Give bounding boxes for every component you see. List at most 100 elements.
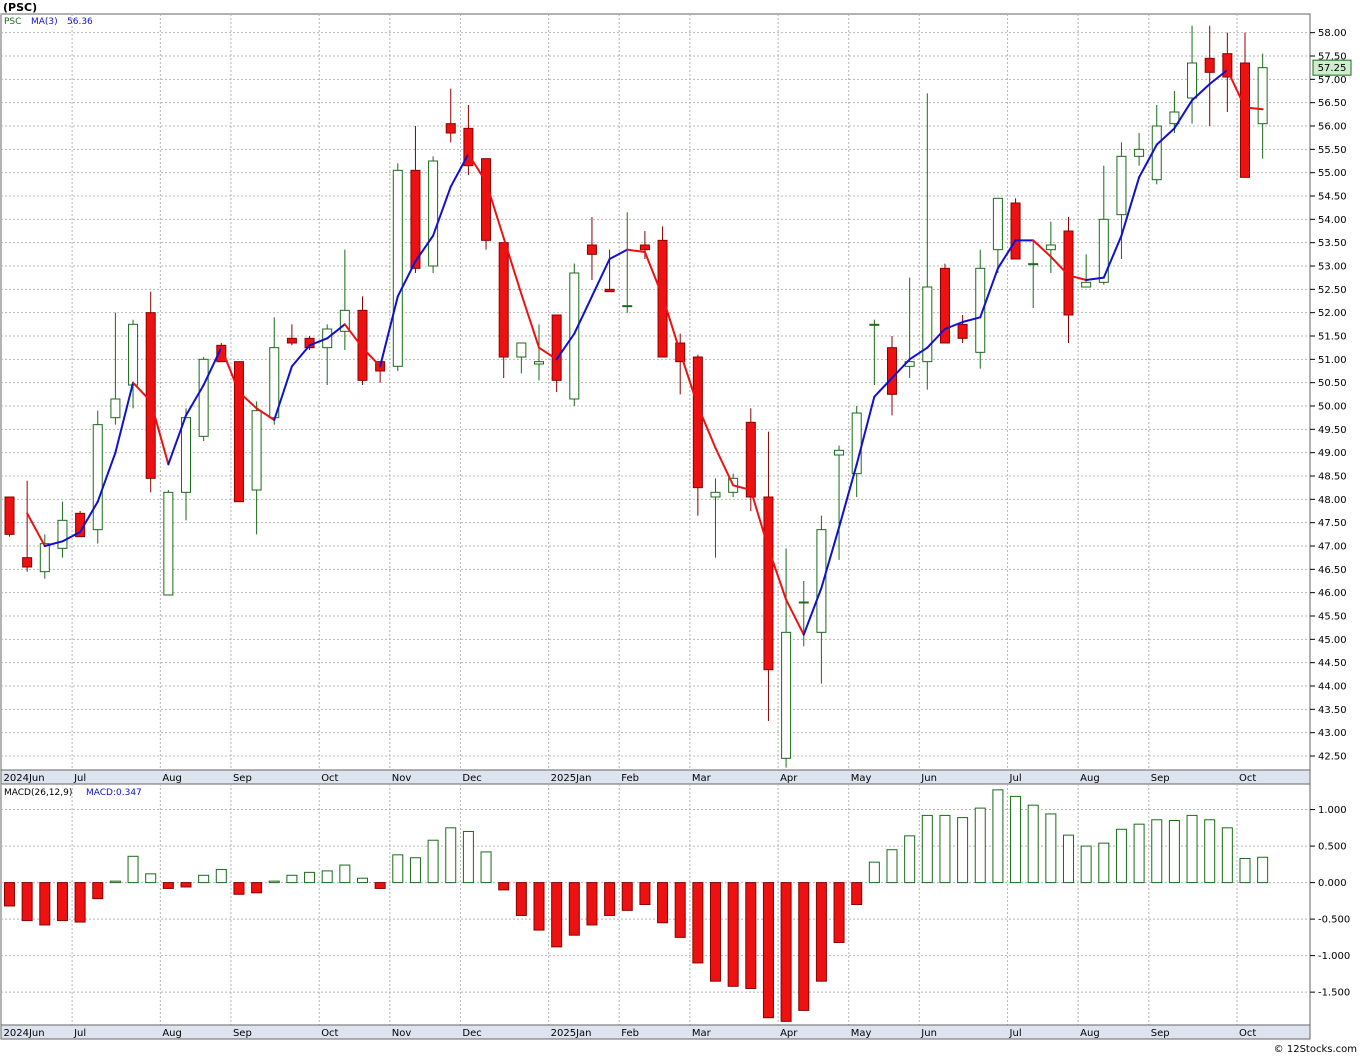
ma3-segment bbox=[520, 293, 540, 349]
price-x-tick-label: 2025Jan bbox=[551, 773, 592, 784]
candle-body bbox=[1010, 202, 1021, 260]
macd-bar bbox=[568, 882, 580, 936]
macd-x-tick-label: Apr bbox=[780, 1028, 798, 1039]
macd-bar bbox=[1257, 856, 1269, 884]
candle-body bbox=[357, 309, 368, 381]
macd-x-tick-label: Oct bbox=[1239, 1028, 1256, 1039]
candle-body bbox=[622, 305, 633, 308]
price-y-tick-label: 43.50 bbox=[1318, 705, 1347, 716]
macd-bar bbox=[762, 882, 774, 1019]
macd-bar bbox=[727, 882, 739, 987]
ma3-segment bbox=[61, 531, 82, 543]
candle-body bbox=[216, 344, 227, 363]
price-y-tick-label: 47.50 bbox=[1318, 518, 1347, 529]
macd-bar bbox=[710, 882, 721, 982]
candle-body bbox=[481, 158, 492, 241]
candle-body bbox=[1045, 244, 1056, 251]
macd-bar bbox=[1133, 823, 1145, 884]
ma3-segment bbox=[1067, 274, 1088, 281]
macd-x-tick-label: Aug bbox=[1080, 1028, 1100, 1039]
candle-body bbox=[269, 347, 280, 419]
macd-bar bbox=[145, 873, 157, 884]
macd-y-tick-label: -1.000 bbox=[1318, 951, 1350, 962]
candle-body bbox=[992, 197, 1003, 251]
legend-ma-value: 56.36 bbox=[67, 17, 93, 27]
ma3-segment bbox=[590, 258, 611, 298]
candle-body bbox=[1134, 148, 1145, 157]
candle-body bbox=[233, 361, 244, 503]
macd-x-tick-label: May bbox=[851, 1028, 872, 1039]
ma3-segment bbox=[979, 267, 999, 319]
candle-body bbox=[445, 123, 456, 134]
macd-bar bbox=[604, 882, 616, 916]
ma3-segment bbox=[538, 346, 558, 361]
ma3-segment bbox=[1085, 276, 1105, 281]
macd-panel: 1.000 0.500 0.000 -0.500 -1.000 -1.500 2024Ju… bbox=[0, 783, 1350, 1040]
macd-x-tick-label: Aug bbox=[162, 1028, 182, 1039]
candle-body bbox=[887, 347, 897, 395]
candle-body bbox=[4, 496, 15, 535]
candle-body bbox=[569, 272, 580, 400]
ma3-segment bbox=[1120, 176, 1141, 237]
price-y-tick-label: 46.00 bbox=[1318, 588, 1347, 599]
candle-body bbox=[57, 519, 68, 549]
candle-body bbox=[463, 127, 474, 167]
macd-x-tick-label: Feb bbox=[621, 1028, 639, 1039]
macd-bar bbox=[198, 874, 210, 884]
candle-body bbox=[745, 421, 756, 498]
price-x-tick-label: Sep bbox=[233, 773, 252, 784]
price-y-tick-label: 58.00 bbox=[1318, 28, 1347, 39]
price-y-tick-label: 42.50 bbox=[1318, 752, 1347, 763]
price-y-tick-label: 55.00 bbox=[1318, 168, 1347, 179]
candle-body bbox=[1222, 53, 1233, 78]
macd-bar bbox=[657, 882, 669, 924]
macd-bar bbox=[480, 851, 492, 884]
ma3-segment bbox=[767, 547, 788, 601]
price-x-tick-label: 2024Jun bbox=[4, 773, 45, 784]
macd-bar bbox=[974, 807, 986, 884]
ma3-segment bbox=[996, 239, 1017, 270]
ma3-segment bbox=[149, 400, 170, 466]
ma3-segment bbox=[114, 381, 135, 454]
macd-bar bbox=[886, 849, 898, 884]
ma3-segment bbox=[732, 484, 752, 491]
ma3-segment bbox=[1226, 69, 1246, 109]
candle-body bbox=[710, 491, 721, 498]
macd-x-tick-label: Jun bbox=[920, 1028, 937, 1039]
candle-body bbox=[922, 286, 933, 363]
macd-bar bbox=[939, 814, 951, 884]
price-x-tick-label: Apr bbox=[780, 773, 798, 784]
macd-bar bbox=[515, 882, 527, 916]
ma3-segment bbox=[290, 344, 311, 368]
price-y-tick-label: 44.50 bbox=[1318, 658, 1347, 669]
macd-x-tick-label: Mar bbox=[692, 1028, 712, 1039]
macd-x-tick-label: Dec bbox=[462, 1028, 481, 1039]
ma3-segment bbox=[79, 500, 99, 533]
candle-body bbox=[763, 496, 774, 671]
macd-x-tick-label: Sep bbox=[233, 1028, 252, 1039]
candle-body bbox=[22, 557, 33, 568]
price-panel: 42.50 43.00 43.50 44.00 44.50 45.00 45.50 46.00… bbox=[0, 13, 1352, 785]
macd-bar bbox=[56, 882, 68, 922]
ma3-segment bbox=[661, 295, 682, 354]
candle-body bbox=[516, 342, 527, 358]
price-x-tick-label: Aug bbox=[162, 773, 182, 784]
price-y-tick-label: 54.50 bbox=[1318, 192, 1347, 203]
candle-body bbox=[1063, 230, 1074, 316]
candle-body bbox=[816, 529, 827, 633]
price-y-tick-label: 49.00 bbox=[1318, 448, 1347, 459]
price-plot-frame bbox=[0, 13, 1311, 771]
price-y-tick-label: 45.00 bbox=[1318, 635, 1347, 646]
macd-bar bbox=[639, 882, 651, 905]
price-y-tick-label: 47.00 bbox=[1318, 542, 1347, 553]
macd-bar bbox=[109, 880, 121, 884]
candle-body bbox=[198, 358, 209, 437]
candle-body bbox=[1169, 111, 1180, 125]
price-y-tick-label: 52.50 bbox=[1318, 285, 1347, 296]
price-x-tick-label: Feb bbox=[621, 773, 639, 784]
ma3-segment bbox=[273, 365, 293, 421]
price-x-tick-label: Jul bbox=[1009, 773, 1022, 784]
macd-bar bbox=[533, 882, 545, 931]
price-grid bbox=[1, 14, 1310, 770]
